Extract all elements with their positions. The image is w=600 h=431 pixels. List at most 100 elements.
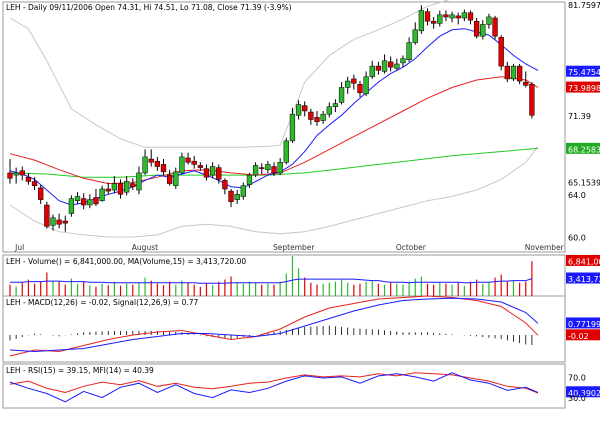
price-right-label-5-text: 65.1539 xyxy=(568,178,600,187)
candle-body-69 xyxy=(431,20,437,24)
price-right-label-0-text: 81.7597 xyxy=(568,1,600,10)
price-right-label-7: 60.0 xyxy=(568,234,586,243)
candle-body-30 xyxy=(191,160,197,165)
candle-body-51 xyxy=(320,113,326,121)
candle-body-43 xyxy=(271,166,277,174)
rsi-right-label-1-bg xyxy=(566,386,600,398)
x-tick-label-4: November xyxy=(525,243,565,252)
candle-body-85 xyxy=(529,84,535,116)
volume-right-label-1-text: 3,413,720 xyxy=(568,275,600,284)
macd-legend: LEH - MACD(12,26) = -0.02, Signal(12,26,… xyxy=(6,298,199,307)
candle-body-47 xyxy=(295,104,302,116)
candle-body-39 xyxy=(246,174,253,185)
candle-body-7 xyxy=(50,217,56,226)
candle-body-22 xyxy=(142,156,148,174)
price-right-label-7-text: 60.0 xyxy=(568,234,586,243)
candle-body-29 xyxy=(185,157,191,163)
candle-body-80 xyxy=(498,37,504,67)
macd-right-label-0: 0.771999 xyxy=(566,317,600,329)
price-right-label-0: 81.7597 xyxy=(568,1,600,10)
candle-body-58 xyxy=(363,76,369,95)
price-right-label-1-text: 75.4754 xyxy=(568,68,600,77)
candle-body-6 xyxy=(44,204,50,227)
candle-body-3 xyxy=(25,176,32,182)
price-panel-frame xyxy=(2,1,566,253)
candle-body-10 xyxy=(68,198,75,214)
candle-body-37 xyxy=(234,194,240,200)
candle-body-8 xyxy=(56,219,62,225)
candle-body-71 xyxy=(443,14,449,18)
rsi-series-line-0 xyxy=(9,372,539,394)
candle-body-17 xyxy=(111,183,118,191)
price-right-label-6-text: 64.0 xyxy=(568,191,586,200)
candle-body-14 xyxy=(93,197,99,205)
candle-body-64 xyxy=(400,58,406,64)
candle-body-24 xyxy=(154,160,161,167)
volume-right-label-1-bg xyxy=(566,272,600,284)
candle-body-55 xyxy=(345,80,351,88)
vol-panel-frame xyxy=(2,254,566,297)
candle-body-76 xyxy=(473,20,480,37)
candle-body-1 xyxy=(13,172,19,176)
candle-body-4 xyxy=(31,181,38,187)
candle-body-34 xyxy=(216,167,222,180)
candle-body-73 xyxy=(455,15,461,19)
x-tick-label-1: August xyxy=(132,243,158,252)
candle-body-74 xyxy=(461,12,468,19)
candle-body-19 xyxy=(124,181,130,193)
volume-right-label-1: 3,413,720 xyxy=(566,272,600,284)
price-right-label-1-bg xyxy=(566,65,600,77)
price-right-label-6: 64.0 xyxy=(568,191,586,200)
candle-body-72 xyxy=(449,14,455,19)
x-tick-label-0: Jul xyxy=(14,243,24,252)
rsi-right-label-1-text: 40.3902 xyxy=(568,389,600,398)
candle-body-44 xyxy=(277,162,283,174)
rsi-right-label-2: 30.0 xyxy=(568,394,586,403)
candle-body-77 xyxy=(480,24,486,37)
candle-body-67 xyxy=(418,10,425,32)
candle-body-18 xyxy=(117,183,124,195)
candle-body-23 xyxy=(148,158,154,163)
rsi-right-label-0-text: 70.0 xyxy=(568,373,586,382)
candle-body-52 xyxy=(326,106,332,115)
sma-long-line xyxy=(9,147,539,178)
price-right-label-1: 75.4754 xyxy=(566,65,600,77)
x-tick-label-3: October xyxy=(396,243,427,252)
candle-body-0 xyxy=(7,172,13,179)
rsi-right-label-2-text: 30.0 xyxy=(568,394,586,403)
price-right-label-5: 65.1539 xyxy=(568,178,600,187)
price-right-label-2: 73.9898 xyxy=(566,81,600,93)
candle-body-16 xyxy=(105,188,111,192)
price-right-label-3-text: 71.39 xyxy=(568,112,591,121)
candle-body-82 xyxy=(510,65,517,80)
volume-right-label-0: 6,841,000 xyxy=(566,254,600,266)
candle-body-12 xyxy=(81,198,87,206)
macd-panel-frame xyxy=(2,295,566,363)
candle-body-66 xyxy=(412,29,418,43)
candle-body-62 xyxy=(388,61,394,68)
candle-body-57 xyxy=(357,84,363,94)
candle-body-81 xyxy=(504,65,510,80)
candle-body-32 xyxy=(203,168,210,178)
candle-body-70 xyxy=(437,14,443,24)
rsi-series-line-1 xyxy=(9,372,539,403)
candle-body-13 xyxy=(87,199,93,206)
candle-body-65 xyxy=(406,42,412,60)
candle-body-68 xyxy=(424,11,431,22)
candle-body-45 xyxy=(283,140,289,163)
candle-body-41 xyxy=(259,167,265,169)
candle-body-61 xyxy=(381,60,388,72)
candle-body-54 xyxy=(338,87,345,103)
candle-body-26 xyxy=(166,174,173,184)
macd-right-label-0-bg xyxy=(566,317,600,329)
candle-body-25 xyxy=(160,164,167,173)
price-title: LEH - Daily 09/11/2006 Open 74.31, Hi 74… xyxy=(6,3,292,12)
price-right-label-4-bg xyxy=(566,142,600,154)
candle-body-60 xyxy=(375,65,382,71)
volume-legend: LEH - Volume() = 6,841,000.00, MA(Volume… xyxy=(6,257,246,266)
price-right-label-3: 71.39 xyxy=(568,112,591,121)
candle-body-46 xyxy=(289,113,296,142)
bollinger-upper-line xyxy=(9,0,450,148)
